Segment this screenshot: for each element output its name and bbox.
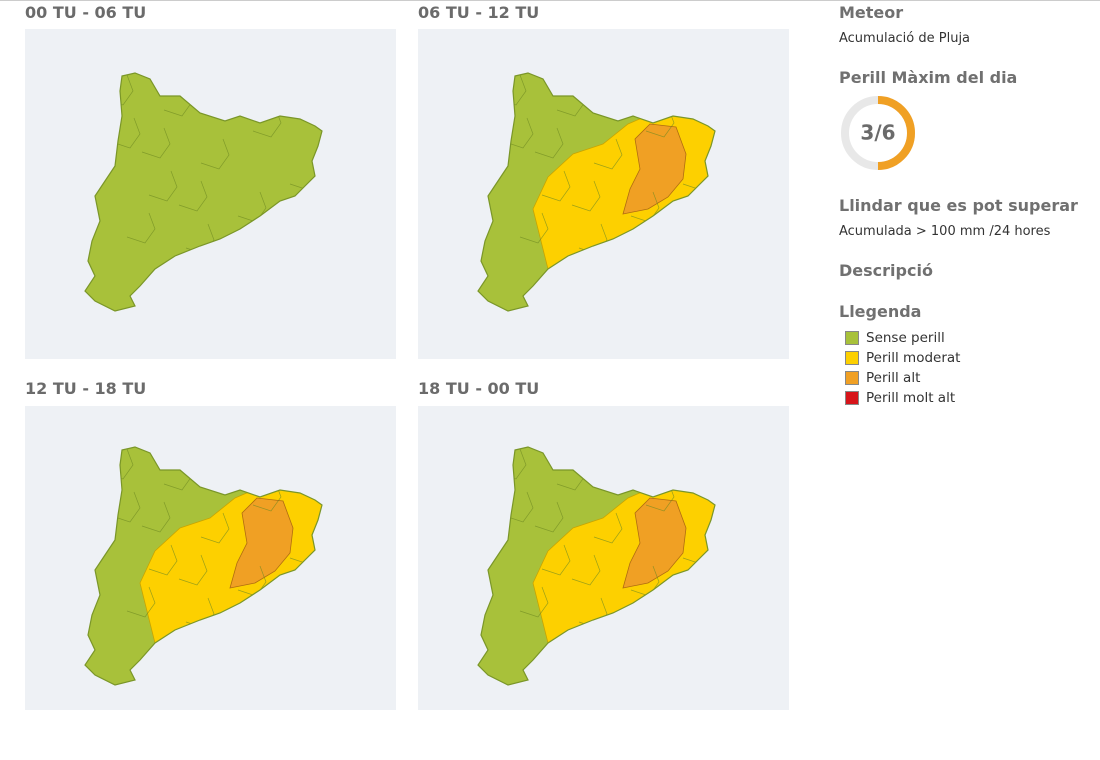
legend-item: Perill alt	[845, 370, 920, 386]
boundary	[519, 586, 549, 618]
territory	[477, 446, 716, 686]
territory	[84, 446, 323, 686]
zone-high	[229, 497, 294, 589]
heading: Llindar que es pot superar	[839, 196, 1078, 215]
zone-high	[622, 497, 687, 589]
gauge-arc	[877, 96, 915, 170]
boundary	[593, 512, 623, 544]
boundary	[534, 127, 564, 159]
map	[25, 29, 396, 359]
text: Acumulació de Pluja	[839, 31, 971, 46]
legend-label: Perill molt alt	[866, 390, 956, 406]
outline	[477, 446, 716, 686]
zone-high	[622, 123, 687, 215]
heading: Meteor	[839, 3, 904, 22]
map	[418, 406, 789, 710]
legend-item: Sense perill	[845, 330, 945, 346]
boundary	[148, 544, 178, 576]
heading: Perill Màxim del dia	[839, 68, 1018, 87]
boundary	[148, 170, 178, 202]
text: Acumulada > 100 mm /24 hores	[839, 224, 1051, 239]
boundary	[111, 491, 141, 523]
panel-title: 18 TU - 00 TU	[418, 379, 540, 398]
boundary	[274, 244, 304, 276]
boundary	[141, 127, 171, 159]
boundary	[126, 586, 156, 618]
boundary	[593, 138, 623, 170]
boundary	[200, 138, 230, 170]
panel-title: 06 TU - 12 TU	[418, 3, 540, 22]
panel-title: 12 TU - 18 TU	[25, 379, 147, 398]
heading: Descripció	[839, 261, 933, 280]
outline	[477, 72, 716, 312]
boundary	[667, 618, 697, 650]
legend-label: Perill alt	[866, 370, 921, 386]
panel-title: 00 TU - 06 TU	[25, 3, 147, 22]
boundary	[541, 170, 571, 202]
boundary	[519, 212, 549, 244]
legend-swatch	[845, 371, 859, 385]
territory	[84, 72, 323, 312]
legend-swatch	[845, 391, 859, 405]
boundary	[178, 180, 208, 212]
territory	[477, 72, 716, 312]
map	[418, 29, 789, 359]
boundary	[504, 117, 534, 149]
outline	[84, 446, 323, 686]
outline	[84, 72, 323, 312]
gauge-label: 3/6	[860, 121, 895, 145]
boundary	[667, 244, 697, 276]
boundary	[504, 491, 534, 523]
boundary	[274, 618, 304, 650]
boundary	[571, 554, 601, 586]
gauge: 3/6	[841, 96, 915, 170]
legend-item: Perill molt alt	[845, 390, 955, 406]
boundary	[178, 554, 208, 586]
legend-label: Sense perill	[866, 330, 945, 346]
boundary	[534, 501, 564, 533]
legend-swatch	[845, 351, 859, 365]
map	[25, 406, 396, 710]
heading: Llegenda	[839, 302, 922, 321]
boundary	[111, 117, 141, 149]
legend-swatch	[845, 331, 859, 345]
legend-item: Perill moderat	[845, 350, 960, 366]
boundary	[126, 212, 156, 244]
boundary	[541, 544, 571, 576]
boundary	[571, 180, 601, 212]
region	[85, 73, 322, 311]
legend-label: Perill moderat	[866, 350, 961, 366]
boundary	[141, 501, 171, 533]
boundary	[200, 512, 230, 544]
